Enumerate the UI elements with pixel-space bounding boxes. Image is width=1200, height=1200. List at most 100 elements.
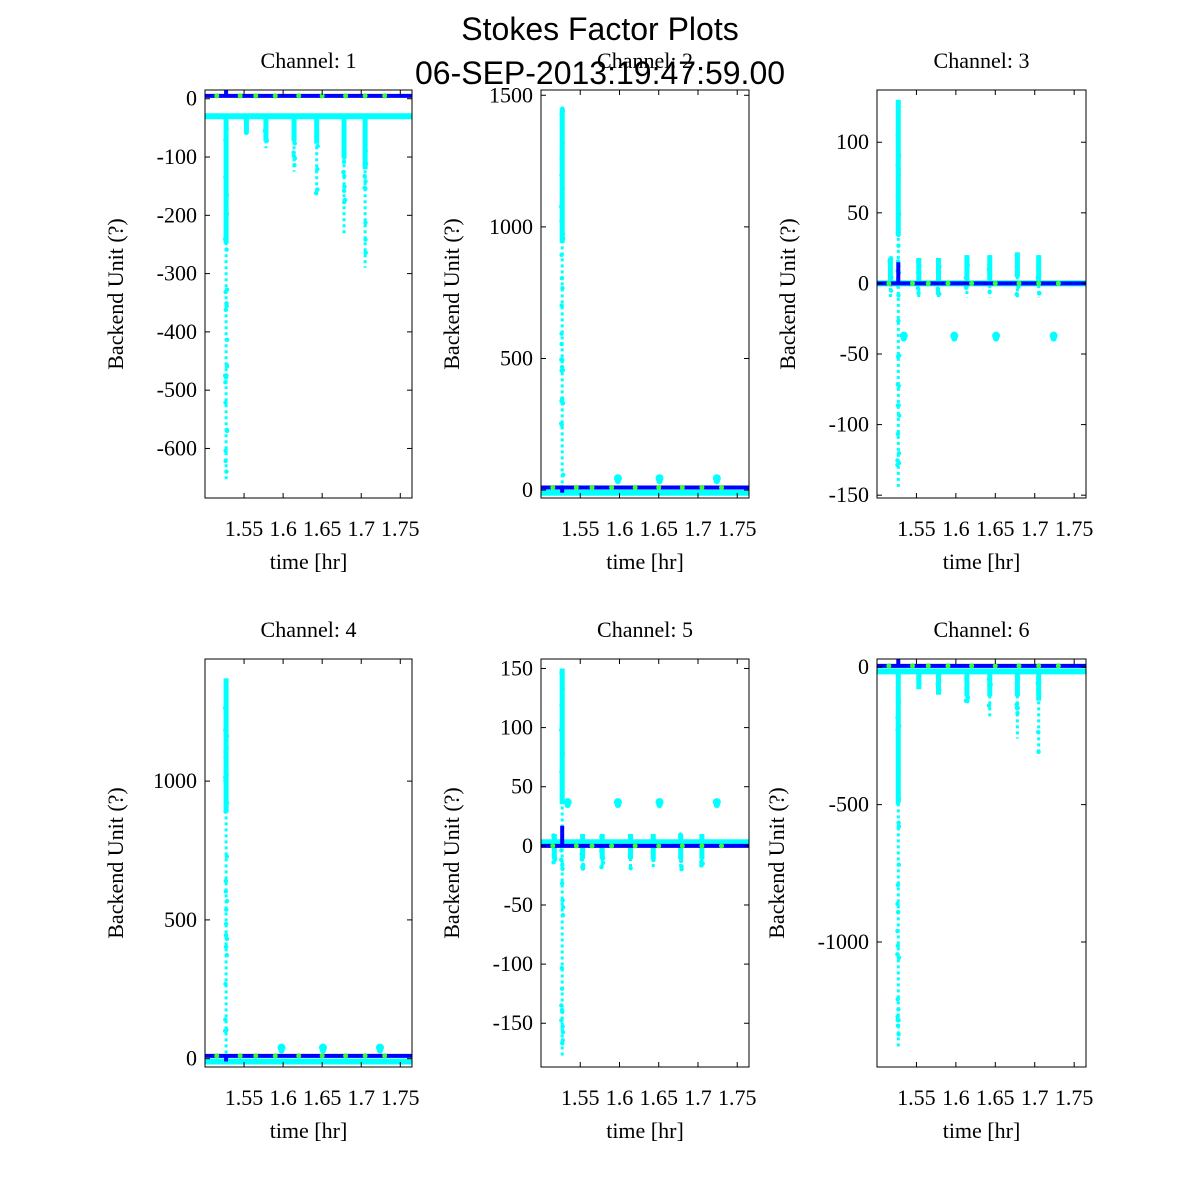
- y-tick-label: 50: [511, 774, 533, 799]
- scatter-point: [895, 882, 901, 888]
- chart-channel-2: 0 500 1000 1500 1.55 1.6 1.65 1.7 1.75 Channel: 2…: [439, 48, 756, 574]
- scatter-point: [559, 303, 564, 308]
- scatter-point: [342, 184, 347, 189]
- y-tick-label: 100: [500, 715, 533, 740]
- panel-title: Channel: 1: [261, 48, 357, 73]
- cluster-point: [900, 335, 907, 342]
- scatter-point: [917, 671, 922, 676]
- scatter-point: [560, 898, 565, 903]
- scatter-point: [896, 293, 901, 298]
- scatter-point: [315, 187, 320, 192]
- cluster-point: [951, 335, 958, 342]
- scatter-point: [560, 232, 566, 237]
- x-axis-label: time [hr]: [943, 1118, 1021, 1143]
- x-tick-label: 1.7: [684, 516, 712, 541]
- green-marker: [1055, 280, 1061, 286]
- scatter-point: [896, 1031, 901, 1037]
- cluster-point: [319, 1047, 326, 1054]
- green-marker: [679, 484, 685, 490]
- scatter-point: [1036, 264, 1041, 269]
- scatter-point: [559, 702, 564, 708]
- scatter-point: [896, 1007, 901, 1012]
- scatter-point: [223, 775, 228, 780]
- scatter-point: [342, 173, 347, 179]
- scatter-point: [559, 965, 565, 971]
- scatter-point: [223, 375, 229, 380]
- scatter-point: [896, 211, 902, 217]
- green-marker: [214, 1053, 220, 1059]
- scatter-point: [292, 163, 297, 168]
- scatter-point: [223, 889, 229, 894]
- x-tick-label: 1.7: [347, 516, 375, 541]
- y-tick-label: -50: [504, 892, 533, 917]
- panel-title: Channel: 6: [934, 617, 1030, 642]
- x-tick-label: 1.6: [269, 1085, 297, 1110]
- scatter-point: [1014, 264, 1020, 269]
- x-tick-label: 1.65: [976, 516, 1015, 541]
- scatter-point: [1036, 690, 1042, 696]
- green-marker: [609, 484, 615, 490]
- green-marker: [237, 93, 243, 99]
- scatter-point: [896, 243, 901, 248]
- scatter-point: [223, 749, 228, 755]
- scatter-point: [559, 728, 565, 733]
- scatter-point: [341, 169, 346, 175]
- scatter-point: [964, 682, 970, 687]
- scatter-point: [560, 913, 566, 918]
- green-marker: [719, 484, 725, 490]
- figure-title: Stokes Factor Plots: [461, 11, 738, 47]
- scatter-point: [560, 140, 565, 146]
- scatter-point: [895, 162, 900, 167]
- scatter-point: [896, 796, 902, 802]
- x-axis-label: time [hr]: [606, 549, 684, 574]
- scatter-point: [1015, 672, 1021, 677]
- scatter-point: [560, 862, 565, 868]
- scatter-point: [224, 733, 229, 738]
- scatter-point: [896, 232, 901, 238]
- scatter-point: [559, 276, 565, 281]
- green-marker: [909, 280, 915, 286]
- scatter-point: [559, 173, 564, 178]
- scatter-point: [551, 834, 556, 839]
- scatter-point: [600, 855, 606, 861]
- scatter-point: [222, 705, 228, 711]
- green-marker: [237, 1053, 243, 1059]
- y-tick-label: 0: [522, 477, 533, 502]
- scatter-point: [699, 859, 704, 864]
- y-axis-label: Backend Unit (?): [439, 218, 464, 370]
- scatter-point: [987, 670, 992, 675]
- green-marker: [589, 843, 595, 849]
- scatter-point: [559, 857, 564, 862]
- scatter-point: [699, 851, 704, 856]
- scatter-point: [963, 285, 969, 290]
- green-marker: [573, 484, 579, 490]
- scatter-point: [896, 173, 901, 178]
- scatter-point: [559, 722, 565, 728]
- scatter-point: [559, 848, 564, 853]
- scatter-point: [223, 695, 229, 701]
- y-tick-label: -100: [829, 412, 869, 437]
- scatter-point: [559, 341, 564, 347]
- scatter-point: [896, 101, 901, 106]
- x-tick-label: 1.65: [303, 516, 342, 541]
- chart-channel-3: 100 50 0 -50 -100 -150 1.55 1.6 1.65 1.7 1.75 Chann…: [775, 48, 1093, 574]
- scatter-point: [223, 804, 229, 809]
- green-marker: [1036, 663, 1042, 669]
- plot-area: [205, 678, 412, 1065]
- scatter-point: [916, 676, 922, 682]
- x-tick-label: 1.7: [1021, 516, 1049, 541]
- scatter-point: [1037, 290, 1042, 296]
- scatter-point: [313, 190, 319, 196]
- x-tick-label: 1.6: [942, 1085, 970, 1110]
- scatter-point: [560, 686, 565, 692]
- scatter-point: [224, 854, 230, 859]
- y-tick-label: 150: [500, 655, 533, 680]
- green-marker: [945, 280, 951, 286]
- green-marker: [296, 93, 302, 99]
- scatter-point: [895, 354, 901, 359]
- scatter-point: [262, 128, 268, 133]
- scatter-point: [223, 809, 228, 814]
- scatter-point: [599, 864, 604, 870]
- scatter-point: [580, 863, 586, 869]
- scatter-point: [341, 188, 347, 193]
